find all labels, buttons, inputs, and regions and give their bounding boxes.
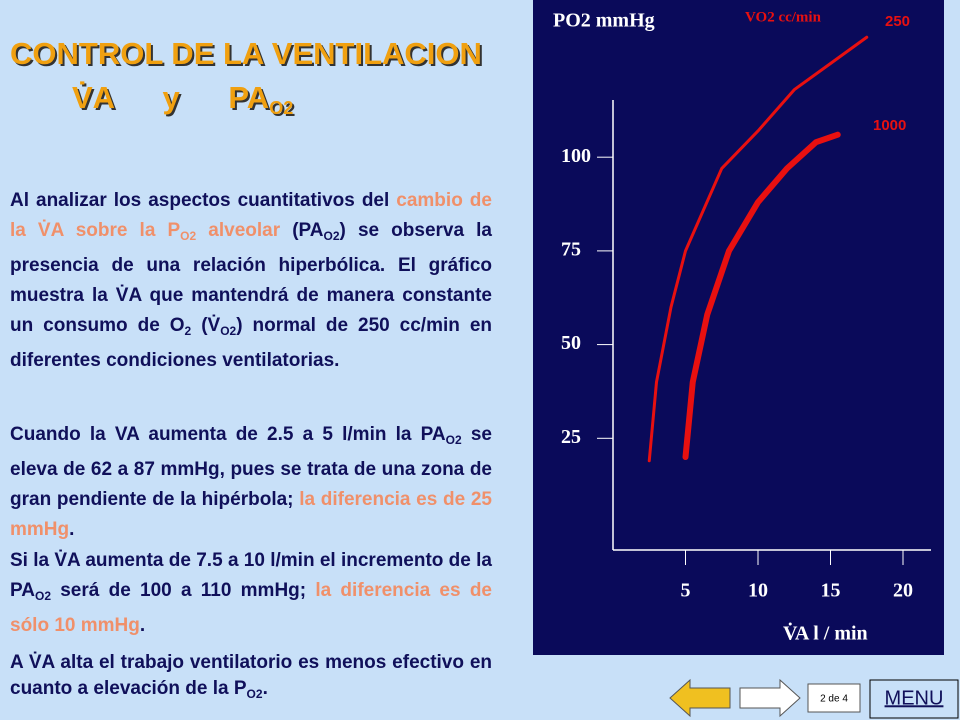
text-run: (PA xyxy=(280,220,324,241)
text-run: O2 xyxy=(180,229,197,243)
menu-label[interactable]: MENU xyxy=(885,687,944,709)
x-tick-label: 10 xyxy=(748,580,768,602)
x-tick-label: 15 xyxy=(821,580,841,602)
chart: 25 50 75 100 5 10 15 20 PO2 mmHg V̇A l / min VO2 c… xyxy=(533,0,944,655)
y-axis-title: PO2 mmHg xyxy=(553,10,655,32)
next-button[interactable] xyxy=(739,678,801,718)
y-tick-label: 75 xyxy=(561,238,581,260)
series-label: 250 xyxy=(885,13,910,30)
text-run: O2 xyxy=(34,589,51,603)
page-box xyxy=(807,683,861,713)
nav: 2 de 4 MENU xyxy=(669,678,959,719)
y-tick-label: 100 xyxy=(561,145,591,167)
text-run: 2 xyxy=(184,324,192,338)
text-run: cambio de la V̇A sobre la P xyxy=(10,190,492,241)
text-run: ) normal de 250 cc/min en diferentes con… xyxy=(10,315,493,371)
title: CONTROL DE LA VENTILACION xyxy=(10,36,482,71)
text-run: Cuando la VA aumenta de 2.5 a 5 l/min la… xyxy=(10,424,446,445)
text-run: Si la V̇A aumenta de 7.5 a 10 l/min el i… xyxy=(10,550,492,601)
text-run: V̇A xyxy=(72,80,114,115)
x-tick-label: 5 xyxy=(681,580,691,602)
text-run: Al analizar los aspectos cuantitativos d… xyxy=(10,190,397,211)
text-run: la diferencia es de 25 mmHg xyxy=(10,489,492,540)
series-label: 1000 xyxy=(873,117,906,134)
text-run: la diferencia es de sólo 10 mmHg xyxy=(10,580,492,636)
series-line xyxy=(682,131,841,461)
text-run: será de 100 a 110 mmHg; xyxy=(51,580,316,601)
paragraph: A V̇A alta el trabajo ventilatorio es me… xyxy=(10,650,492,707)
text-run: O2 xyxy=(220,324,237,338)
y-tick-label: 25 xyxy=(561,426,581,448)
text-run: . xyxy=(262,678,268,699)
y-tick-label: 50 xyxy=(561,332,581,354)
text-run: O2 xyxy=(246,687,263,701)
text-run: y xyxy=(162,80,180,115)
text-run: . xyxy=(69,519,75,540)
series-line xyxy=(647,35,869,463)
subtitle: V̇A y PAO2 xyxy=(72,80,293,119)
x-tick-label: 20 xyxy=(893,580,913,602)
paragraph: Al analizar los aspectos cuantitativos d… xyxy=(10,186,492,376)
text-run: A V̇A alta el trabajo ventilatorio es me… xyxy=(10,652,492,699)
text-run: O2 xyxy=(445,433,462,447)
page-indicator: 2 de 4 xyxy=(820,694,848,705)
text-run: O2 xyxy=(323,229,340,243)
legend-title: VO2 cc/min xyxy=(745,9,822,25)
paragraph: Si la V̇A aumenta de 7.5 a 10 l/min el i… xyxy=(10,546,492,641)
text-run: . xyxy=(139,615,146,636)
prev-button[interactable] xyxy=(669,678,731,718)
text-run: PA xyxy=(228,80,270,115)
text-run: se eleva de 62 a 87 mmHg, pues se trata … xyxy=(10,424,492,510)
text-run: O2 xyxy=(269,98,294,118)
x-axis-title: V̇A l / min xyxy=(783,620,868,644)
menu-button[interactable] xyxy=(869,679,959,719)
text-run: ) se observa la presencia de una relació… xyxy=(10,220,492,336)
paragraph: Cuando la VA aumenta de 2.5 a 5 l/min la… xyxy=(10,420,492,545)
text-run: alveolar xyxy=(196,220,281,241)
text-run: (V̇ xyxy=(191,315,221,336)
